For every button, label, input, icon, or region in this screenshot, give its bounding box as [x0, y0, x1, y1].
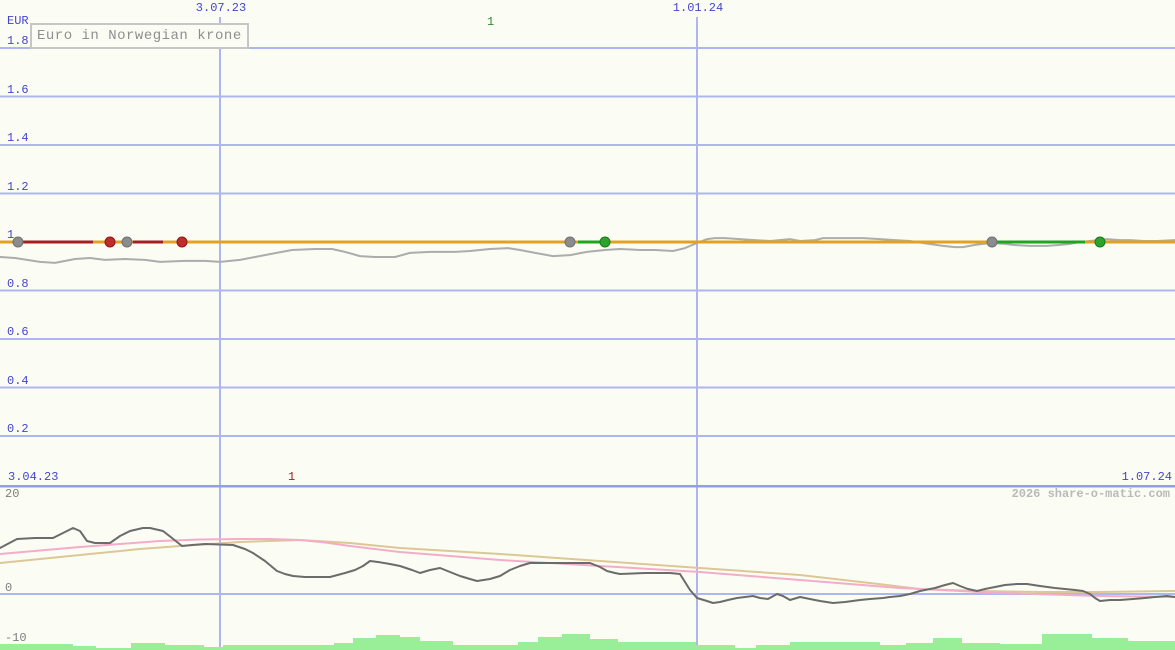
- event-dot: [564, 236, 576, 248]
- y-axis-tick-label: 1: [7, 228, 15, 242]
- volume-bar: [1128, 641, 1175, 650]
- volume-bar: [1042, 634, 1092, 650]
- y-axis-tick-label: 0.2: [7, 422, 29, 436]
- y-axis-tick-label: 1.2: [7, 179, 29, 194]
- volume-bar: [453, 645, 518, 650]
- chart-title-box: Euro in Norwegian krone: [30, 23, 249, 49]
- volume-bar: [204, 647, 223, 650]
- volume-bar: [590, 639, 618, 650]
- x-tick-label-jan24: 1.01.24: [672, 1, 724, 15]
- relative-performance-line: [0, 237, 1175, 264]
- chart-title: Euro in Norwegian krone: [37, 28, 242, 44]
- x-end-date-label: 1.07.24: [1121, 470, 1172, 484]
- y-axis-tick-label: 0.4: [7, 373, 29, 388]
- event-marker-upper: 1: [487, 15, 495, 29]
- event-dot: [121, 236, 133, 248]
- volume-bar: [96, 648, 131, 650]
- x-tick-label-jul23: 3.07.23: [195, 1, 247, 15]
- volume-bar: [906, 643, 933, 650]
- volume-bar: [696, 645, 735, 650]
- volume-bar: [223, 645, 334, 650]
- volume-bar: [334, 643, 353, 650]
- indicator-fast-line: [0, 527, 1175, 604]
- event-dot: [104, 236, 116, 248]
- y-axis-tick-label-lower: 20: [5, 487, 20, 501]
- volume-bar: [165, 645, 204, 650]
- event-dot: [1094, 236, 1106, 248]
- y-axis-tick-label-lower: 0: [5, 581, 13, 595]
- event-dot: [12, 236, 24, 248]
- y-axis-tick-label: 0.8: [7, 276, 29, 291]
- y-axis-tick-label: 0.6: [7, 325, 29, 339]
- volume-bar: [1092, 638, 1128, 650]
- volume-bar: [790, 642, 880, 650]
- event-dot: [599, 236, 611, 248]
- y-axis-tick-label: 1.8: [7, 34, 29, 48]
- event-dot: [176, 236, 188, 248]
- volume-bar: [1000, 644, 1042, 650]
- volume-bar: [618, 642, 696, 650]
- volume-bar: [400, 637, 420, 650]
- watermark: 2026 share-o-matic.com: [1011, 487, 1170, 501]
- x-start-date-label: 3.04.23: [8, 470, 59, 484]
- volume-bar: [131, 643, 165, 650]
- y-axis-tick-label: 1.4: [7, 131, 29, 145]
- volume-bar: [376, 635, 400, 650]
- volume-bar: [880, 645, 906, 650]
- volume-bar: [353, 638, 376, 650]
- volume-bar: [933, 638, 962, 650]
- event-dot: [986, 236, 998, 248]
- volume-bar: [0, 644, 73, 650]
- volume-bar: [420, 641, 453, 650]
- volume-bar: [562, 634, 590, 650]
- volume-bar: [756, 645, 790, 650]
- volume-bar: [73, 646, 96, 650]
- signal-pink-line: [0, 538, 1175, 598]
- event-marker-lower: 1: [288, 470, 296, 484]
- volume-bar: [518, 642, 538, 650]
- currency-label: EUR: [7, 14, 29, 28]
- y-axis-tick-label: 1.6: [7, 82, 29, 97]
- y-axis-tick-label-lower: -10: [5, 631, 27, 645]
- volume-bar: [962, 643, 1000, 650]
- volume-bar: [735, 648, 756, 650]
- volume-bar: [538, 637, 562, 650]
